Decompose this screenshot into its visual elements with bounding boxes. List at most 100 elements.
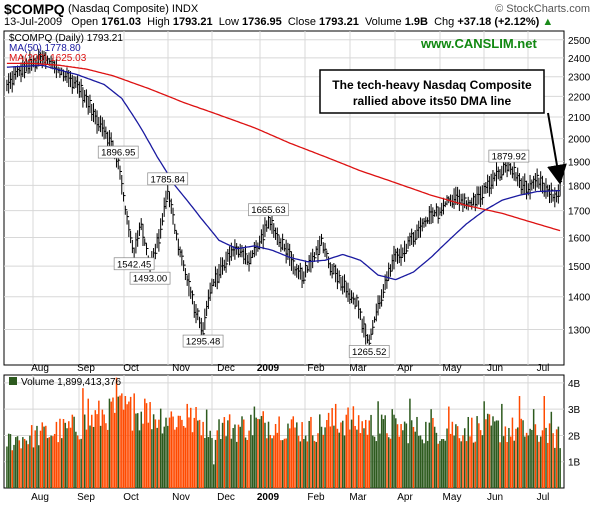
volume-bar (131, 430, 134, 488)
volume-bar (91, 414, 93, 488)
volume-bar (296, 422, 298, 488)
price-tick-label: 1900 (568, 157, 591, 168)
volume-bar (368, 420, 371, 488)
volume-bar (223, 417, 226, 488)
volume-bar (172, 416, 174, 488)
volume-bar (288, 428, 291, 488)
x-tick-label: 2009 (257, 492, 280, 503)
volume-bar (485, 419, 487, 488)
volume-bar (69, 427, 72, 488)
volume-bar (119, 395, 121, 488)
volume-bar (421, 439, 424, 488)
volume-bar (396, 424, 399, 488)
volume-bar (227, 420, 229, 488)
volume-bar (548, 423, 551, 488)
volume-bar (334, 403, 337, 488)
watermark: © StockCharts.com (495, 3, 590, 15)
volume-bar (197, 420, 199, 488)
volume-bar (241, 416, 243, 488)
volume-bar (439, 440, 441, 488)
volume-bar (145, 403, 148, 488)
volume-bar (181, 419, 183, 488)
volume-bar (442, 439, 445, 488)
volume-bar (448, 406, 450, 488)
volume-bar (437, 443, 439, 488)
volume-bar (405, 423, 408, 488)
volume-bar (165, 417, 167, 488)
volume-bar (260, 416, 263, 488)
ma200-line (6, 62, 561, 232)
volume-bar (264, 422, 266, 488)
volume-bar (78, 439, 81, 488)
volume-bar (297, 435, 300, 488)
volume-bar (527, 435, 530, 488)
volume-bar (48, 437, 51, 488)
volume-bar (25, 440, 28, 488)
volume-bar (435, 432, 438, 488)
volume-tick-label: 1B (568, 458, 581, 469)
x-tick-label: 2009 (257, 363, 280, 374)
volume-bar (124, 396, 127, 488)
value-label: 1265.52 (352, 347, 386, 358)
volume-bar (340, 422, 342, 488)
volume-bar (538, 441, 540, 488)
volume-bar (29, 435, 31, 488)
x-tick-label: Apr (397, 363, 413, 374)
volume-bar (190, 407, 192, 488)
annotation-box (319, 69, 545, 114)
volume-bar (140, 411, 143, 488)
volume-bar (290, 419, 293, 488)
volume-bar (426, 440, 429, 488)
volume-bar (469, 436, 471, 488)
volume-bar (135, 413, 137, 488)
volume-bar (7, 433, 10, 488)
volume-bar (430, 409, 432, 488)
price-tick-label: 1600 (568, 234, 591, 245)
volume-bar (159, 408, 162, 488)
volume-bar (60, 438, 63, 488)
volume-bar (75, 431, 77, 488)
volume-bar (108, 398, 111, 488)
volume-bar (154, 419, 157, 488)
volume-bar (195, 407, 197, 488)
volume-bar (495, 420, 498, 488)
volume-bar (20, 448, 22, 488)
value-label: 1665.63 (251, 205, 285, 216)
x-tick-label: Jul (537, 363, 550, 374)
x-tick-label: Sep (77, 363, 95, 374)
price-tick-label: 1500 (568, 262, 591, 273)
volume-bar (423, 443, 425, 488)
x-tick-label: Feb (307, 363, 325, 374)
volume-bar (407, 443, 409, 488)
volume-bar (499, 442, 501, 488)
volume-bar (419, 435, 422, 488)
high-value: 1793.21 (172, 16, 213, 28)
volume-bar (126, 404, 128, 488)
volume-bar (345, 414, 348, 488)
volume-bar (258, 419, 261, 488)
volume-bar (200, 435, 203, 488)
volume-bar (363, 428, 365, 488)
volume-bar (373, 436, 376, 488)
volume-bar (304, 435, 307, 488)
volume-bar (476, 416, 478, 488)
volume-bar (518, 396, 521, 488)
volume-bar (389, 438, 392, 488)
value-label-box (113, 257, 155, 271)
volume-bar (366, 434, 369, 488)
volume-bar (271, 438, 273, 488)
volume-bar (449, 433, 452, 488)
volume-bar (552, 433, 554, 488)
volume-bar (412, 426, 415, 488)
volume-bar (59, 418, 61, 488)
price-legend-main: $COMPQ (Daily) 1793.21 (9, 33, 123, 44)
volume-bar (474, 441, 477, 488)
volume-bar (478, 423, 480, 488)
volume-y-axis: 1B 2B 3B 4B (568, 379, 581, 469)
volume-bar (513, 440, 515, 488)
volume-bar (274, 423, 277, 488)
volume-bar (177, 415, 180, 488)
volume-bar (301, 422, 303, 488)
volume-bar (492, 416, 494, 488)
volume-bar (92, 426, 95, 488)
